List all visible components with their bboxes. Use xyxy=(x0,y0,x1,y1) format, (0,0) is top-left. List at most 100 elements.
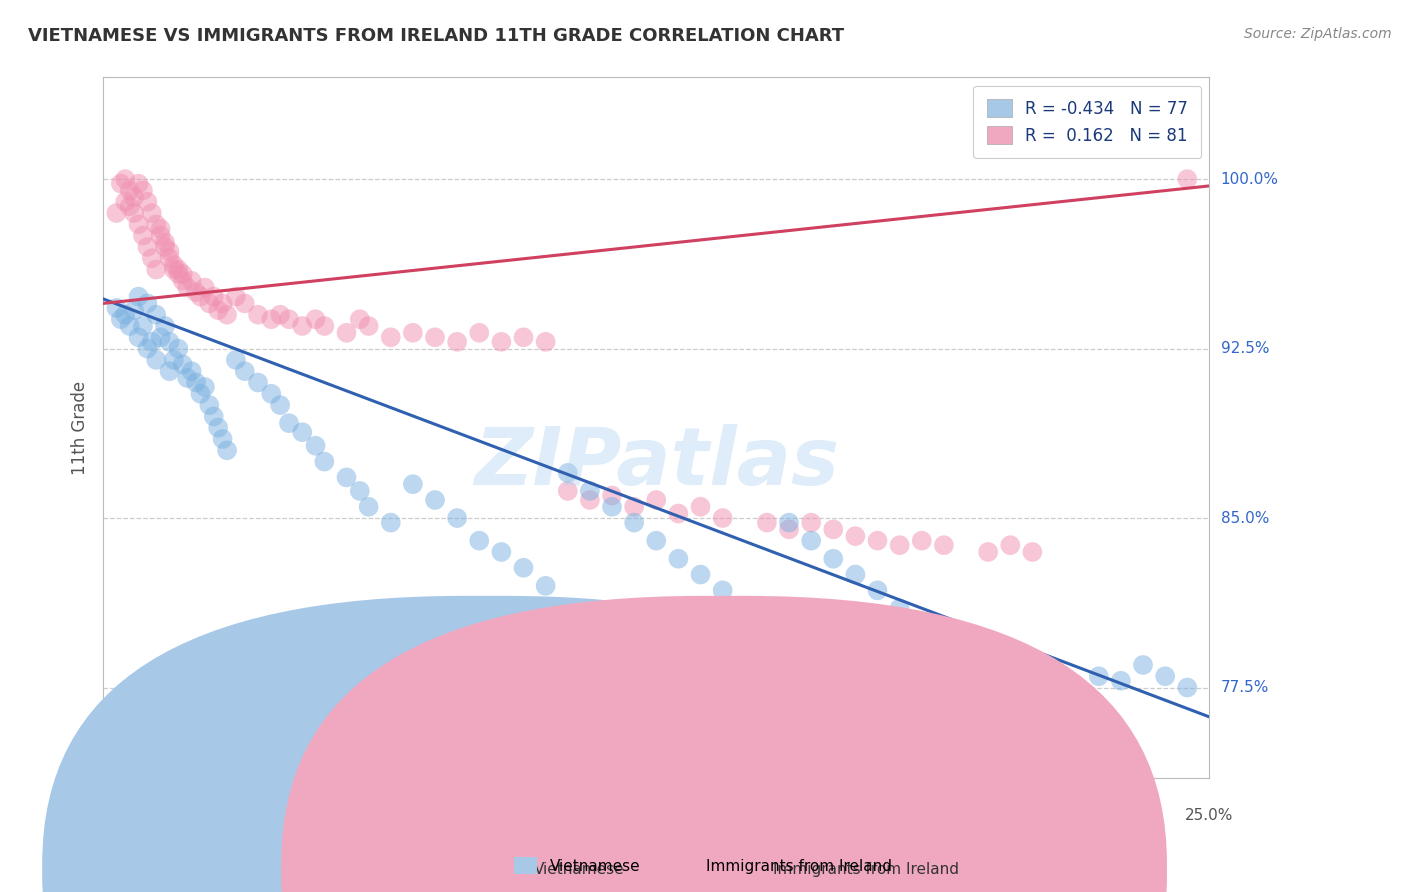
Point xyxy=(114,172,136,186)
Point xyxy=(122,303,145,318)
Point xyxy=(380,516,402,530)
Point xyxy=(666,507,689,521)
Legend: R = -0.434   N = 77, R =  0.162   N = 81: R = -0.434 N = 77, R = 0.162 N = 81 xyxy=(973,86,1201,158)
Point xyxy=(402,477,425,491)
Point xyxy=(159,364,181,378)
Text: Vietnamese: Vietnamese xyxy=(534,863,624,877)
Point xyxy=(260,386,283,401)
Point xyxy=(349,312,371,326)
Point xyxy=(260,312,283,326)
Point xyxy=(1087,669,1109,683)
Point xyxy=(190,386,212,401)
Point xyxy=(172,274,194,288)
Point xyxy=(491,334,513,349)
Point xyxy=(446,334,468,349)
Point xyxy=(128,330,150,344)
Point xyxy=(666,551,689,566)
Point xyxy=(225,290,247,304)
Point xyxy=(534,579,557,593)
Point xyxy=(711,583,734,598)
Point xyxy=(557,483,579,498)
Point xyxy=(233,364,256,378)
Point xyxy=(180,274,202,288)
Point xyxy=(1154,669,1177,683)
Point xyxy=(163,262,186,277)
Point xyxy=(122,190,145,204)
Point xyxy=(512,561,534,575)
Point xyxy=(689,500,711,514)
Point xyxy=(114,194,136,209)
Point xyxy=(141,206,163,220)
Point xyxy=(145,352,167,367)
Point xyxy=(755,601,778,615)
Point xyxy=(159,334,181,349)
Point xyxy=(145,262,167,277)
Point xyxy=(190,290,212,304)
Point xyxy=(304,312,326,326)
Point xyxy=(233,296,256,310)
Point xyxy=(145,308,167,322)
Point xyxy=(314,454,336,468)
Point xyxy=(198,398,221,412)
Point xyxy=(128,290,150,304)
Point xyxy=(202,409,225,424)
Text: 77.5%: 77.5% xyxy=(1220,680,1268,695)
Point xyxy=(1000,538,1022,552)
Point xyxy=(176,280,198,294)
Point xyxy=(184,376,207,390)
Point xyxy=(823,522,845,536)
Point xyxy=(153,318,176,333)
Point xyxy=(402,326,425,340)
Point xyxy=(136,296,159,310)
Point xyxy=(172,358,194,372)
Point xyxy=(645,533,668,548)
Point xyxy=(128,177,150,191)
Text: 100.0%: 100.0% xyxy=(1220,171,1278,186)
Point xyxy=(1066,681,1088,695)
Point xyxy=(118,199,141,213)
Point xyxy=(778,516,800,530)
Point xyxy=(149,330,172,344)
Point xyxy=(105,301,128,315)
Point xyxy=(911,624,934,638)
Point xyxy=(141,251,163,265)
Point xyxy=(623,500,645,514)
Point xyxy=(623,516,645,530)
Point xyxy=(711,511,734,525)
Point xyxy=(579,483,602,498)
Point xyxy=(557,466,579,480)
Point xyxy=(136,194,159,209)
Point xyxy=(823,551,845,566)
Point xyxy=(423,330,446,344)
Point xyxy=(1175,172,1198,186)
Point xyxy=(1021,685,1043,699)
Point xyxy=(167,342,190,356)
Point xyxy=(122,206,145,220)
Point xyxy=(128,217,150,231)
Point xyxy=(269,398,291,412)
Point xyxy=(167,267,190,281)
Point xyxy=(911,533,934,548)
Point xyxy=(159,251,181,265)
Point xyxy=(207,303,229,318)
Point xyxy=(278,312,301,326)
Point xyxy=(977,545,1000,559)
Point xyxy=(866,533,889,548)
Point xyxy=(247,376,270,390)
Point xyxy=(291,425,314,440)
Point xyxy=(180,364,202,378)
Point xyxy=(304,439,326,453)
Point xyxy=(269,308,291,322)
Text: 25.0%: 25.0% xyxy=(1185,808,1233,823)
Point xyxy=(110,177,132,191)
Point xyxy=(468,326,491,340)
Point xyxy=(278,416,301,430)
Point xyxy=(198,296,221,310)
Point xyxy=(153,235,176,250)
Point xyxy=(1132,657,1154,672)
Point xyxy=(800,516,823,530)
Point xyxy=(1109,673,1132,688)
Point xyxy=(889,601,911,615)
Point xyxy=(184,285,207,299)
Point xyxy=(889,538,911,552)
